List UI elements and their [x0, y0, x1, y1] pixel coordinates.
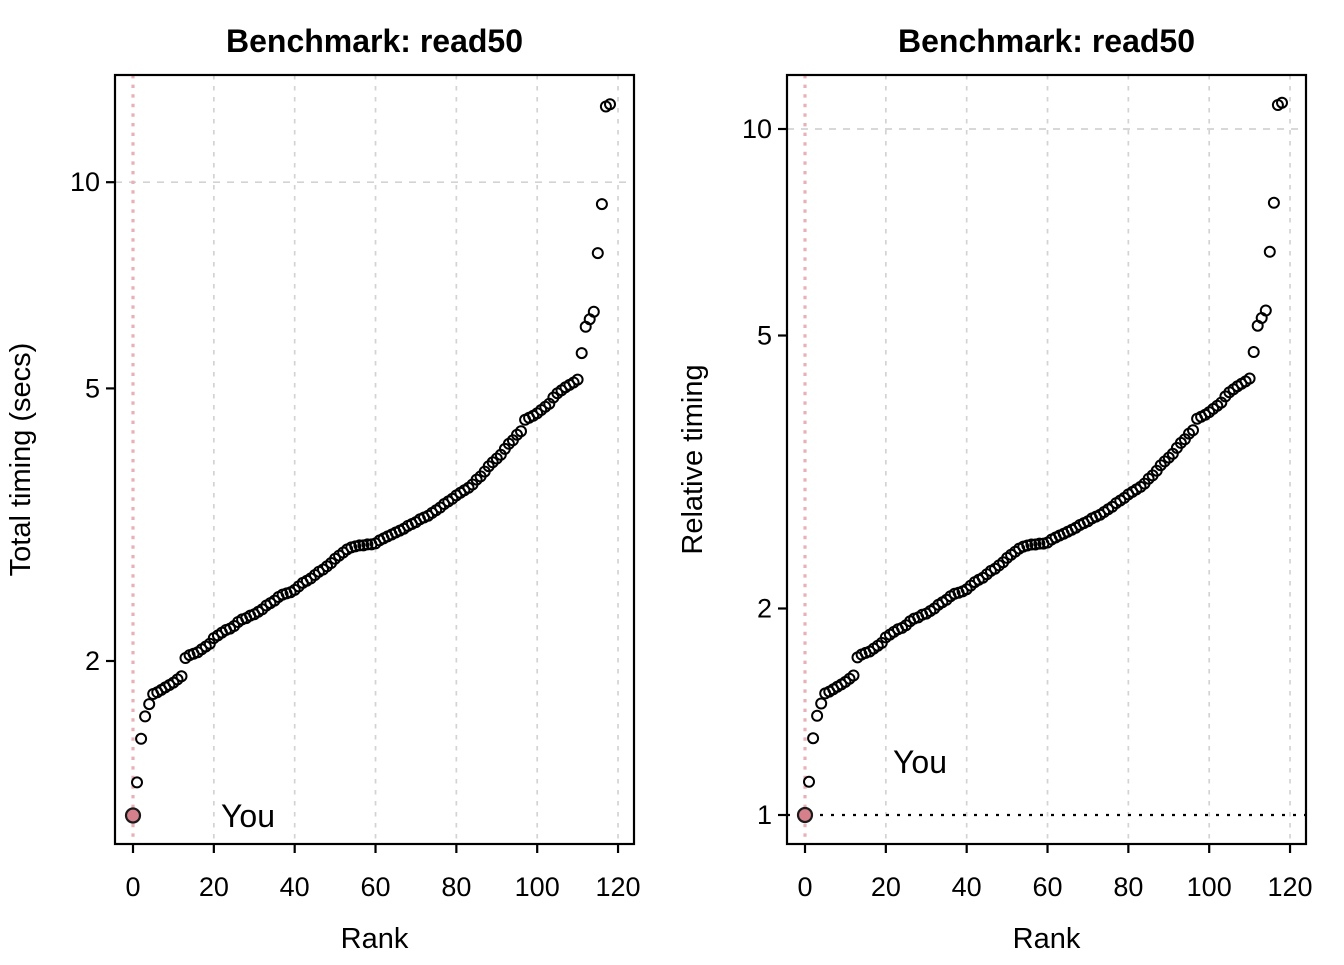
data-point — [1025, 538, 1038, 551]
data-point — [361, 538, 374, 551]
x-tick-label: 120 — [1268, 872, 1313, 902]
data-point — [135, 732, 148, 745]
data-point — [815, 697, 828, 710]
x-tick-label: 120 — [596, 872, 641, 902]
data-point — [847, 669, 860, 682]
plot-frame — [113, 73, 636, 846]
data-point — [1259, 304, 1272, 317]
you-annotation: You — [221, 798, 275, 834]
data-point — [1243, 372, 1256, 385]
y-axis-title: Total timing (secs) — [5, 343, 37, 577]
x-tick-label: 20 — [199, 872, 229, 902]
plot-title: Benchmark: read50 — [898, 23, 1195, 59]
y-tick-label: 1 — [757, 800, 772, 830]
data-point — [591, 247, 604, 260]
you-annotation: You — [893, 744, 947, 780]
axis-ticks: 0 20 40 60 80 100 120 2 5 10 — [70, 167, 641, 902]
data-point — [811, 709, 824, 722]
x-tick-label: 100 — [1187, 872, 1232, 902]
data-point — [587, 305, 600, 318]
x-tick-label: 80 — [1113, 872, 1143, 902]
plot-box — [113, 73, 636, 846]
panel-total-timing: 0 20 40 60 80 100 120 2 5 10 Benchmark: read50 Ra… — [5, 23, 641, 955]
data-point — [175, 670, 188, 683]
data-point — [807, 732, 820, 745]
data-point — [571, 373, 584, 386]
plot-frame — [785, 73, 1308, 846]
data-point — [1247, 346, 1260, 358]
y-tick-label: 10 — [70, 167, 100, 197]
x-axis-title: Rank — [341, 923, 409, 955]
data-point — [353, 539, 366, 552]
y-tick-label: 5 — [757, 321, 772, 351]
x-tick-label: 60 — [1032, 872, 1062, 902]
gridlines — [787, 75, 1306, 844]
y-tick-label: 5 — [85, 373, 100, 403]
panel-relative-timing: 0 20 40 60 80 100 120 1 2 5 10 Benchmark: read50 R… — [677, 23, 1313, 955]
data-point — [575, 347, 588, 360]
data-point — [515, 425, 527, 438]
data-point — [1267, 196, 1280, 209]
x-tick-label: 80 — [441, 872, 471, 902]
gridlines — [115, 75, 634, 844]
x-tick-label: 0 — [125, 872, 140, 902]
data-point — [139, 710, 152, 723]
x-tick-label: 60 — [360, 872, 390, 902]
data-point — [1263, 245, 1276, 258]
axis-ticks: 0 20 40 60 80 100 120 1 2 5 10 — [742, 114, 1313, 902]
data-points — [796, 96, 1288, 824]
x-tick-label: 100 — [515, 872, 560, 902]
x-tick-label: 40 — [952, 872, 982, 902]
x-tick-label: 40 — [280, 872, 310, 902]
data-point — [1187, 424, 1199, 437]
y-axis-title: Relative timing — [677, 364, 709, 554]
data-point — [604, 98, 616, 111]
data-point — [143, 698, 156, 711]
data-point — [803, 775, 815, 788]
data-point — [131, 776, 143, 789]
you-point — [796, 806, 814, 824]
plot-box — [785, 73, 1308, 846]
data-points — [124, 98, 616, 824]
x-axis-title: Rank — [1013, 923, 1081, 955]
x-tick-label: 0 — [797, 872, 812, 902]
plot-title: Benchmark: read50 — [226, 23, 523, 59]
x-tick-label: 20 — [871, 872, 901, 902]
you-point — [124, 807, 142, 824]
y-tick-label: 2 — [757, 593, 772, 623]
y-tick-label: 10 — [742, 114, 772, 144]
data-point — [1276, 96, 1288, 109]
data-point — [1033, 537, 1046, 550]
data-point — [595, 198, 608, 211]
y-tick-label: 2 — [85, 646, 100, 676]
